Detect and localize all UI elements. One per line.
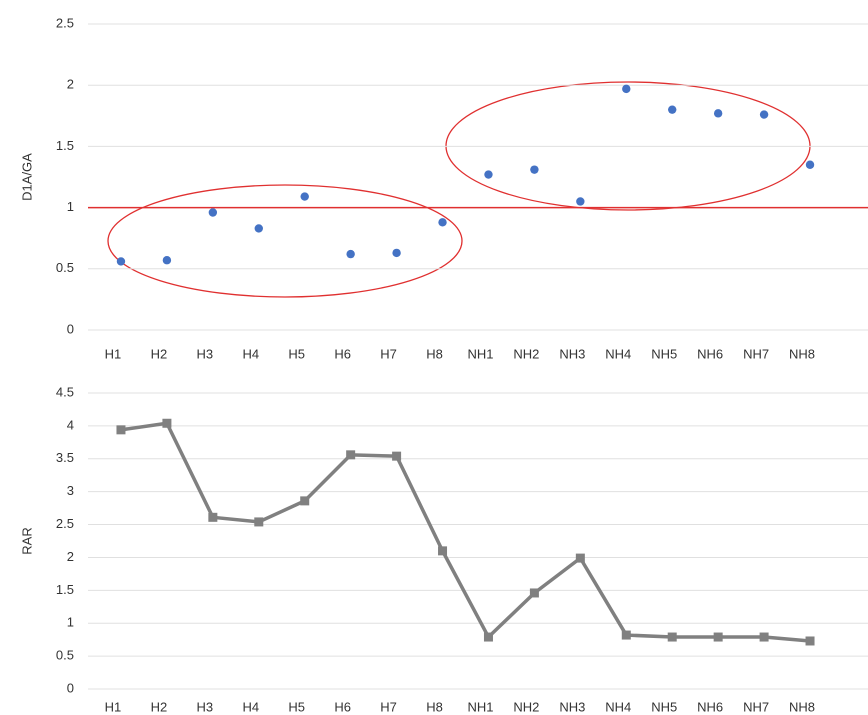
x-tick-label: H4 [242, 346, 259, 361]
data-marker [300, 496, 310, 506]
x-tick-label: H5 [288, 699, 305, 714]
data-marker [575, 553, 585, 563]
y-tick-label: 3 [67, 483, 74, 498]
y-tick-label: 0.5 [56, 260, 74, 275]
x-tick-label: H1 [105, 699, 122, 714]
x-tick-label: H7 [380, 346, 397, 361]
highlight-ellipse [107, 184, 463, 298]
data-marker [162, 418, 172, 428]
data-marker [713, 632, 723, 642]
x-tick-label: NH4 [605, 346, 631, 361]
x-tick-label: NH1 [467, 699, 493, 714]
data-point [438, 218, 447, 227]
data-point [300, 192, 309, 201]
y-tick-label: 2 [67, 549, 74, 564]
chart: D1A/GA 0 0.5 1 1.5 2 2.5 H1 H2 H3 H4 H5 H6 H7 H8 NH1 NH2… [19, 15, 868, 361]
x-tick-label: H5 [288, 346, 305, 361]
y-tick-label: 1 [67, 615, 74, 630]
y-tick-label: 0 [67, 680, 74, 695]
data-marker [392, 451, 402, 461]
data-marker [759, 632, 769, 642]
x-tick-label: NH6 [697, 699, 723, 714]
x-tick-label: H6 [334, 699, 351, 714]
data-point [346, 249, 355, 259]
data-marker [254, 517, 264, 527]
data-point [254, 224, 263, 233]
data-point [530, 165, 539, 174]
data-point [668, 105, 677, 114]
x-tick-label: NH8 [789, 699, 815, 714]
x-tick-label: NH2 [513, 346, 539, 361]
x-tick-label: H4 [242, 699, 259, 714]
y-axis-title: RAR [19, 527, 34, 554]
data-point [576, 197, 585, 206]
y-tick-label: 1.5 [56, 582, 74, 597]
data-marker [805, 636, 815, 646]
x-tick-label: H3 [197, 346, 214, 361]
data-point [759, 110, 769, 119]
data-point [713, 109, 723, 118]
data-point [116, 257, 126, 266]
x-tick-label: NH3 [559, 699, 585, 714]
data-marker [346, 450, 356, 460]
y-tick-label: 2.5 [56, 15, 74, 30]
data-point [392, 248, 401, 258]
y-tick-label: 1.5 [56, 138, 74, 153]
data-point [805, 160, 815, 169]
data-point [162, 256, 172, 265]
x-tick-label: NH7 [743, 699, 769, 714]
x-tick-label: NH5 [651, 699, 677, 714]
x-tick-label: H2 [151, 346, 168, 361]
data-marker [621, 630, 631, 640]
x-tick-label: NH8 [789, 346, 815, 361]
y-tick-label: 4 [67, 417, 74, 432]
data-marker [208, 512, 218, 522]
data-marker [483, 632, 493, 642]
x-tick-label: NH4 [605, 699, 631, 714]
y-axis-title: D1A/GA [19, 153, 34, 201]
data-marker [116, 425, 126, 435]
x-tick-label: H7 [380, 699, 397, 714]
x-tick-label: H8 [426, 699, 443, 714]
x-tick-label: H2 [151, 699, 168, 714]
x-tick-label: NH2 [513, 699, 539, 714]
x-tick-label: H1 [105, 346, 122, 361]
data-marker [438, 546, 448, 556]
data-marker [667, 632, 677, 642]
x-tick-label: NH6 [697, 346, 723, 361]
data-point [622, 84, 631, 94]
y-tick-label: 0 [67, 321, 74, 336]
data-line [120, 421, 811, 643]
y-tick-label: 1 [67, 199, 74, 214]
data-marker [529, 588, 539, 598]
x-tick-label: NH5 [651, 346, 677, 361]
x-tick-label: H6 [334, 346, 351, 361]
y-tick-label: 2 [67, 77, 74, 92]
y-tick-label: 0.5 [56, 648, 74, 663]
y-tick-label: 3.5 [56, 450, 74, 465]
data-point [484, 170, 493, 179]
x-tick-label: H8 [426, 346, 443, 361]
chart: RAR 0 0.5 1 1.5 2 2.5 3 3.5 4 4.5 H1 H2 H3 H4 H5 H6 H7 H8 N… [19, 384, 868, 714]
x-tick-label: H3 [197, 699, 214, 714]
y-tick-label: 4.5 [56, 384, 74, 399]
x-tick-label: NH1 [467, 346, 493, 361]
y-tick-label: 2.5 [56, 516, 74, 531]
x-tick-label: NH7 [743, 346, 769, 361]
x-tick-label: NH3 [559, 346, 585, 361]
data-point [208, 208, 218, 217]
